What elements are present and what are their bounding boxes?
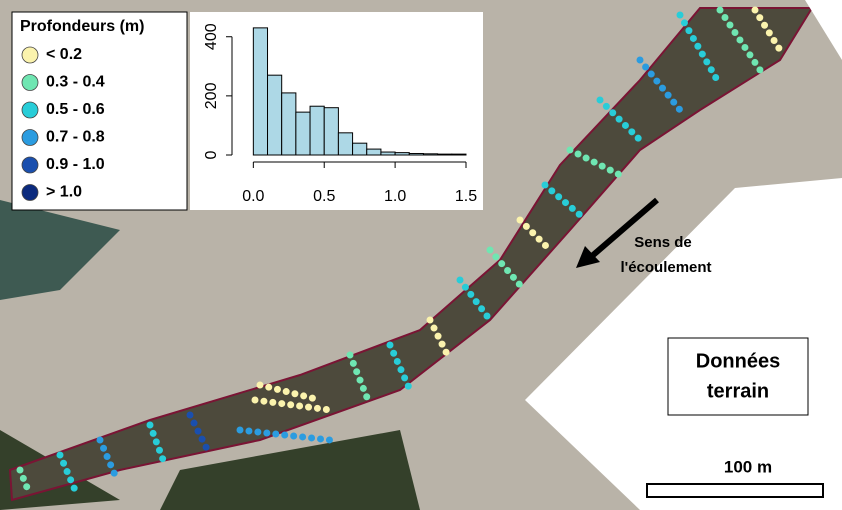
bar	[409, 154, 423, 155]
bar	[253, 28, 267, 155]
legend-label: < 0.2	[46, 46, 82, 63]
legend-swatch	[22, 130, 38, 146]
x-tick-label: 1.0	[384, 188, 406, 205]
bar	[338, 133, 352, 155]
y-tick-label: 400	[203, 23, 220, 50]
box-label: terrain	[707, 380, 769, 402]
legend-label: 0.3 - 0.4	[46, 74, 105, 91]
legend-swatch	[22, 157, 38, 173]
bar	[452, 154, 466, 155]
y-tick-label: 0	[203, 150, 220, 159]
legend-label: 0.7 - 0.8	[46, 129, 105, 146]
scale-label: 100 m	[724, 457, 772, 476]
legend-label: > 1.0	[46, 184, 82, 201]
box-label: Données	[696, 350, 780, 372]
x-tick-label: 0.0	[242, 188, 264, 205]
flow-label: l'écoulement	[620, 259, 711, 276]
bar	[395, 153, 409, 155]
legend-swatch	[22, 102, 38, 118]
bar	[296, 112, 310, 155]
y-tick-label: 200	[203, 82, 220, 109]
legend-title: Profondeurs (m)	[20, 18, 144, 35]
map: Profondeurs (m) < 0.2 0.3 - 0.4 0.5 - 0.6 0…	[0, 0, 842, 510]
bar	[310, 106, 324, 155]
bar	[268, 75, 282, 155]
legend-label: 0.5 - 0.6	[46, 101, 105, 118]
legend-swatch	[22, 75, 38, 91]
flow-label: Sens de	[634, 234, 692, 251]
bar	[324, 108, 338, 155]
bar	[282, 93, 296, 155]
legend-swatch	[22, 185, 38, 201]
bar	[423, 154, 437, 155]
bar	[381, 152, 395, 155]
bar	[438, 154, 452, 155]
x-tick-label: 0.5	[313, 188, 335, 205]
bar	[367, 149, 381, 155]
bar	[353, 143, 367, 155]
legend-label: 0.9 - 1.0	[46, 156, 105, 173]
x-tick-label: 1.5	[455, 188, 477, 205]
legend-swatch	[22, 47, 38, 63]
scale-bar	[647, 484, 823, 497]
